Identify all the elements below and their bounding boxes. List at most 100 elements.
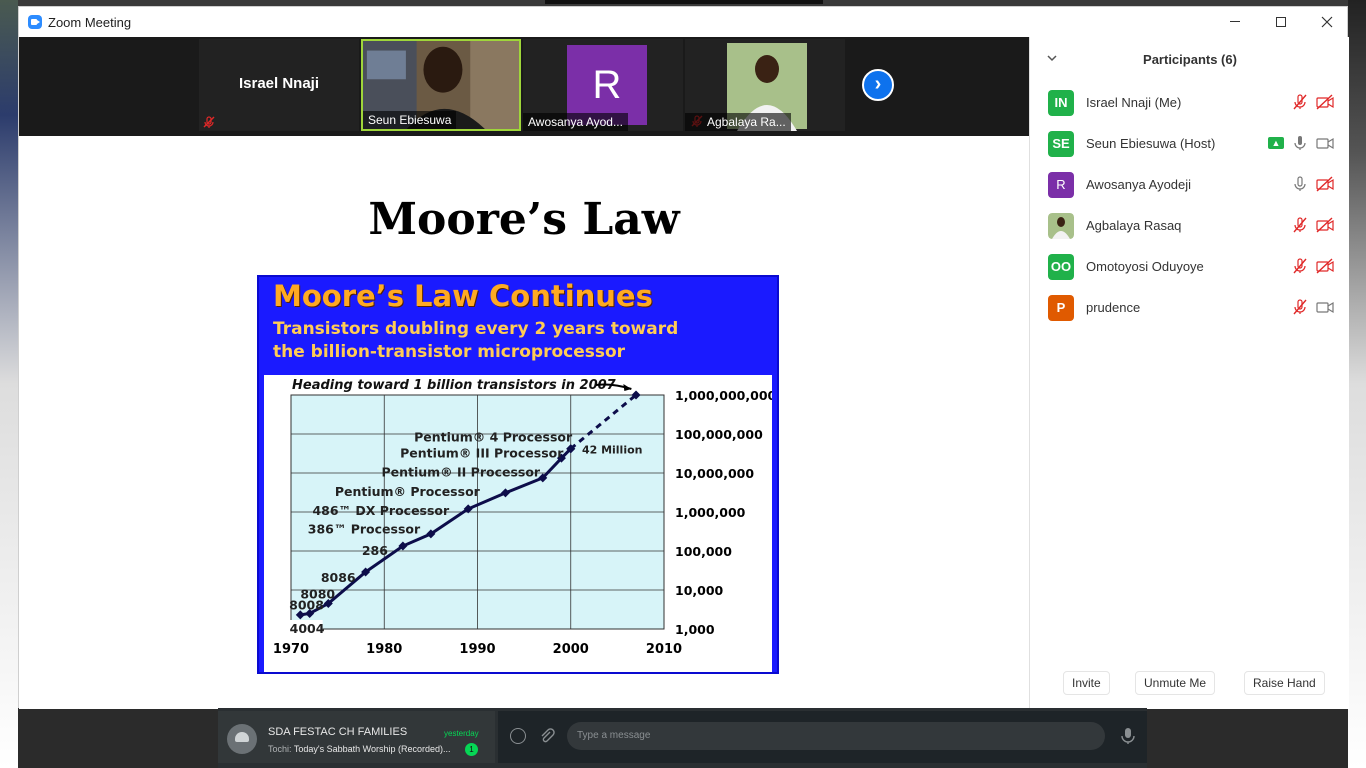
moore-chart: Moore’s Law Continues Transistors doubli… <box>257 275 779 674</box>
shared-screen: Moore’s Law Moore’s Law Continues Transi… <box>19 136 1029 709</box>
chat-name: SDA FESTAC CH FAMILIES <box>268 726 408 738</box>
participant-row[interactable]: SE Seun Ebiesuwa (Host) ▲ <box>1030 123 1350 164</box>
chat-time: yesterday <box>444 729 479 738</box>
label-box <box>286 620 323 637</box>
unread-badge: 1 <box>465 743 478 756</box>
video-off-icon[interactable] <box>1316 258 1334 274</box>
window-title: Zoom Meeting <box>48 15 132 30</box>
chat-list-item[interactable]: SDA FESTAC CH FAMILIES yesterday Tochi: … <box>218 711 495 763</box>
point-label: 486™ DX Processor <box>312 503 450 518</box>
participant-row[interactable]: P prudence <box>1030 287 1350 328</box>
chevron-down-icon[interactable] <box>1046 52 1058 64</box>
video-strip: Israel Nnaji Seun Ebiesuwa R Awosanya Ay… <box>19 37 1029 136</box>
point-label: Pentium® Processor <box>335 484 481 499</box>
emoji-icon[interactable] <box>510 728 526 744</box>
point-label: 8080 <box>300 587 335 602</box>
raise-hand-button[interactable]: Raise Hand <box>1244 671 1325 695</box>
attach-icon[interactable] <box>539 728 555 744</box>
desktop-top-edge <box>0 0 1366 6</box>
video-tile-agbalaya[interactable]: Agbalaya Ra... <box>685 39 845 131</box>
whatsapp-window: SDA FESTAC CH FAMILIES yesterday Tochi: … <box>218 708 1147 768</box>
zoom-app-icon <box>28 15 42 29</box>
data-point <box>305 608 315 618</box>
participants-panel: Participants (6) IN Israel Nnaji (Me) SE… <box>1029 37 1349 709</box>
title-bar: Zoom Meeting <box>19 7 1347 37</box>
mic-icon[interactable] <box>1120 727 1136 745</box>
video-icon[interactable] <box>1316 135 1334 151</box>
x-tick-label: 2000 <box>553 642 589 657</box>
avatar: R <box>567 45 647 125</box>
mic-muted-icon[interactable] <box>1292 94 1308 110</box>
group-avatar-icon <box>227 724 257 754</box>
maximize-button[interactable] <box>1258 7 1304 37</box>
point-label: 8008 <box>289 597 324 612</box>
chart-subtitle: Transistors doubling every 2 years towar… <box>273 319 679 339</box>
minimize-button[interactable] <box>1212 7 1258 37</box>
mic-icon[interactable] <box>1292 176 1308 192</box>
tile-name: Agbalaya Ra... <box>685 113 791 131</box>
data-point <box>500 488 510 498</box>
video-tile-awosanya[interactable]: R Awosanya Ayod... <box>523 39 683 131</box>
video-tile-seun[interactable]: Seun Ebiesuwa <box>361 39 521 131</box>
zoom-window: Zoom Meeting Israel Nnaji Seun Ebiesuwa … <box>18 6 1349 709</box>
desktop-right-edge <box>1348 0 1366 768</box>
participant-name: Awosanya Ayodeji <box>1086 177 1192 192</box>
mic-muted-icon[interactable] <box>1292 258 1308 274</box>
y-tick-label: 10,000 <box>675 583 724 598</box>
avatar: IN <box>1048 90 1074 116</box>
next-page-button[interactable]: › <box>862 69 894 101</box>
close-button[interactable] <box>1304 7 1350 37</box>
y-tick-label: 100,000,000 <box>675 427 763 442</box>
participant-row[interactable]: IN Israel Nnaji (Me) <box>1030 82 1350 123</box>
desktop-left-edge <box>0 0 18 768</box>
data-point <box>463 504 473 514</box>
chat-sender: Tochi: <box>268 744 292 754</box>
series-line <box>569 393 637 450</box>
minimize-icon <box>1230 21 1240 23</box>
point-label: 8086 <box>321 570 356 585</box>
chart-subtitle: the billion-transistor microprocessor <box>273 342 626 362</box>
video-off-icon[interactable] <box>1316 217 1334 233</box>
chevron-right-icon: › <box>874 73 882 95</box>
chart-svg: 1970 1980 1990 2000 2010 1,000 10,000 100,000 1,… <box>273 378 777 657</box>
participant-name: Seun Ebiesuwa (Host) <box>1086 136 1216 151</box>
participant-row[interactable]: Agbalaya Rasaq <box>1030 205 1350 246</box>
participants-footer: Invite Unmute Me Raise Hand <box>1030 671 1350 695</box>
video-off-icon[interactable] <box>1316 94 1334 110</box>
video-off-icon[interactable] <box>1316 176 1334 192</box>
annotation-heading: Heading toward 1 billion transistors in … <box>292 378 617 393</box>
data-point <box>323 599 333 609</box>
y-tick-label: 1,000,000 <box>675 505 746 520</box>
avatar: P <box>1048 295 1074 321</box>
data-point <box>295 610 305 620</box>
data-point <box>426 529 436 539</box>
mic-muted-icon[interactable] <box>1292 217 1308 233</box>
point-label: Pentium® III Processor <box>400 445 564 460</box>
data-point <box>566 444 576 454</box>
annotation-42-million: 42 Million <box>582 444 643 457</box>
participants-title: Participants (6) <box>1143 52 1237 67</box>
invite-button[interactable]: Invite <box>1063 671 1110 695</box>
video-feed <box>363 41 519 129</box>
point-label: Pentium® 4 Processor <box>414 429 573 444</box>
mic-muted-icon[interactable] <box>1292 299 1308 315</box>
y-tick-label: 100,000 <box>675 544 732 559</box>
tile-name: Israel Nnaji <box>238 75 320 92</box>
chat-preview: Tochi: Today's Sabbath Worship (Recorded… <box>268 744 451 754</box>
participant-list: IN Israel Nnaji (Me) SE Seun Ebiesuwa (H… <box>1030 82 1350 328</box>
participant-row[interactable]: OO Omotoyosi Oduyoye <box>1030 246 1350 287</box>
chat-preview-text: Today's Sabbath Worship (Recorded)... <box>293 744 451 754</box>
video-icon[interactable] <box>1316 299 1334 315</box>
participant-name: prudence <box>1086 300 1141 315</box>
mic-icon[interactable] <box>1292 135 1308 151</box>
point-label: 286 <box>362 543 388 558</box>
video-tile-israel[interactable]: Israel Nnaji <box>199 39 359 131</box>
x-tick-label: 1990 <box>459 642 495 657</box>
chart-title: Moore’s Law Continues <box>273 279 653 313</box>
unmute-me-button[interactable]: Unmute Me <box>1135 671 1216 695</box>
chart-area: 1970 1980 1990 2000 2010 1,000 10,000 100,000 1,… <box>264 375 777 672</box>
avatar: R <box>1048 172 1074 198</box>
avatar <box>1048 213 1074 239</box>
message-input[interactable]: Type a message <box>567 722 1105 750</box>
participant-row[interactable]: R Awosanya Ayodeji <box>1030 164 1350 205</box>
